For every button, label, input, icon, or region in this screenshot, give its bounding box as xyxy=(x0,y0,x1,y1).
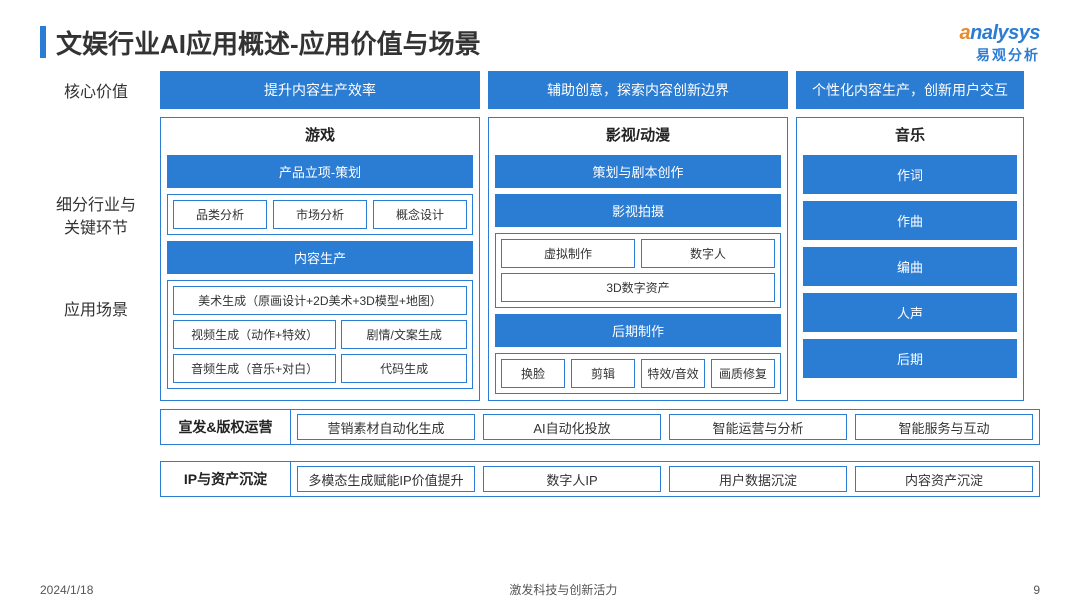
stage-block: 后期制作 xyxy=(495,314,781,347)
column-header-game: 游戏 xyxy=(167,122,473,149)
music-item: 作曲 xyxy=(803,201,1017,240)
strip-item: 智能运营与分析 xyxy=(669,414,847,440)
stage-block: 产品立项-策划 xyxy=(167,155,473,188)
row-label-segments: 细分行业与 关键环节 应用场景 xyxy=(40,117,160,401)
detail-box: 音频生成（音乐+对白） xyxy=(173,354,336,383)
footer-center: 激发科技与创新活力 xyxy=(509,581,617,598)
brand-wordmark: analysys xyxy=(959,22,1040,45)
row-segments-and-scenes: 细分行业与 关键环节 应用场景 游戏 产品立项-策划 品类分析 市场分析 概念设… xyxy=(40,117,1040,401)
core-value-block: 个性化内容生产，创新用户交互 xyxy=(796,71,1024,109)
footer: 2024/1/18 激发科技与创新活力 9 xyxy=(0,581,1080,598)
diagram-body: 核心价值 提升内容生产效率 辅助创意，探索内容创新边界 个性化内容生产，创新用户… xyxy=(0,71,1080,505)
column-header-music: 音乐 xyxy=(803,122,1017,149)
brand-subtitle: 易观分析 xyxy=(959,45,1040,65)
core-value-block: 辅助创意，探索内容创新边界 xyxy=(488,71,788,109)
column-film: 影视/动漫 策划与剧本创作 影视拍摄 虚拟制作 数字人 3D数字资产 后期制作 … xyxy=(488,117,788,401)
music-item: 后期 xyxy=(803,339,1017,378)
row-core-value: 核心价值 提升内容生产效率 辅助创意，探索内容创新边界 个性化内容生产，创新用户… xyxy=(40,71,1040,109)
detail-box: 视频生成（动作+特效） xyxy=(173,320,336,349)
row-strip-ip: IP与资产沉淀 多模态生成赋能IP价值提升 数字人IP 用户数据沉淀 内容资产沉… xyxy=(40,461,1040,505)
column-header-film: 影视/动漫 xyxy=(495,122,781,149)
detail-box: 代码生成 xyxy=(341,354,467,383)
detail-box: 品类分析 xyxy=(173,200,267,229)
strip-label: 宣发&版权运营 xyxy=(161,410,291,444)
column-music: 音乐 作词 作曲 编曲 人声 后期 xyxy=(796,117,1024,401)
strip-item: 内容资产沉淀 xyxy=(855,466,1033,492)
brand-logo: analysys 易观分析 xyxy=(959,22,1040,65)
detail-box: 概念设计 xyxy=(373,200,467,229)
detail-box: 美术生成（原画设计+2D美术+3D模型+地图） xyxy=(173,286,467,315)
strip-item: AI自动化投放 xyxy=(483,414,661,440)
stage-children-frame: 美术生成（原画设计+2D美术+3D模型+地图） 视频生成（动作+特效） 剧情/文… xyxy=(167,280,473,389)
detail-box: 换脸 xyxy=(501,359,565,388)
detail-box: 画质修复 xyxy=(711,359,775,388)
strip-distribution: 宣发&版权运营 营销素材自动化生成 AI自动化投放 智能运营与分析 智能服务与互… xyxy=(160,409,1040,445)
stage-block: 策划与剧本创作 xyxy=(495,155,781,188)
row-strip-distribution: 宣发&版权运营 营销素材自动化生成 AI自动化投放 智能运营与分析 智能服务与互… xyxy=(40,409,1040,453)
strip-label: IP与资产沉淀 xyxy=(161,462,291,496)
stage-children-frame: 品类分析 市场分析 概念设计 xyxy=(167,194,473,235)
detail-box: 市场分析 xyxy=(273,200,367,229)
row-label-scenes: 应用场景 xyxy=(64,300,128,322)
strip-item: 营销素材自动化生成 xyxy=(297,414,475,440)
title-accent-bar xyxy=(40,26,46,58)
strip-ip-assets: IP与资产沉淀 多模态生成赋能IP价值提升 数字人IP 用户数据沉淀 内容资产沉… xyxy=(160,461,1040,497)
detail-box: 数字人 xyxy=(641,239,775,268)
footer-page: 9 xyxy=(1033,583,1040,597)
core-value-block: 提升内容生产效率 xyxy=(160,71,480,109)
row-label-core-value: 核心价值 xyxy=(40,71,160,109)
music-item: 人声 xyxy=(803,293,1017,332)
detail-box: 特效/音效 xyxy=(641,359,705,388)
detail-box: 剪辑 xyxy=(571,359,635,388)
stage-children-frame: 换脸 剪辑 特效/音效 画质修复 xyxy=(495,353,781,394)
music-item: 编曲 xyxy=(803,247,1017,286)
column-game: 游戏 产品立项-策划 品类分析 市场分析 概念设计 内容生产 美术生成（原画设计… xyxy=(160,117,480,401)
detail-box: 3D数字资产 xyxy=(501,273,775,302)
page-title: 文娱行业AI应用概述-应用价值与场景 xyxy=(56,24,481,61)
footer-date: 2024/1/18 xyxy=(40,583,93,597)
strip-item: 数字人IP xyxy=(483,466,661,492)
header: 文娱行业AI应用概述-应用价值与场景 xyxy=(0,0,1080,71)
stage-block: 内容生产 xyxy=(167,241,473,274)
detail-box: 剧情/文案生成 xyxy=(341,320,467,349)
music-item: 作词 xyxy=(803,155,1017,194)
strip-item: 多模态生成赋能IP价值提升 xyxy=(297,466,475,492)
strip-item: 智能服务与互动 xyxy=(855,414,1033,440)
stage-children-frame: 虚拟制作 数字人 3D数字资产 xyxy=(495,233,781,308)
detail-box: 虚拟制作 xyxy=(501,239,635,268)
strip-item: 用户数据沉淀 xyxy=(669,466,847,492)
stage-block: 影视拍摄 xyxy=(495,194,781,227)
